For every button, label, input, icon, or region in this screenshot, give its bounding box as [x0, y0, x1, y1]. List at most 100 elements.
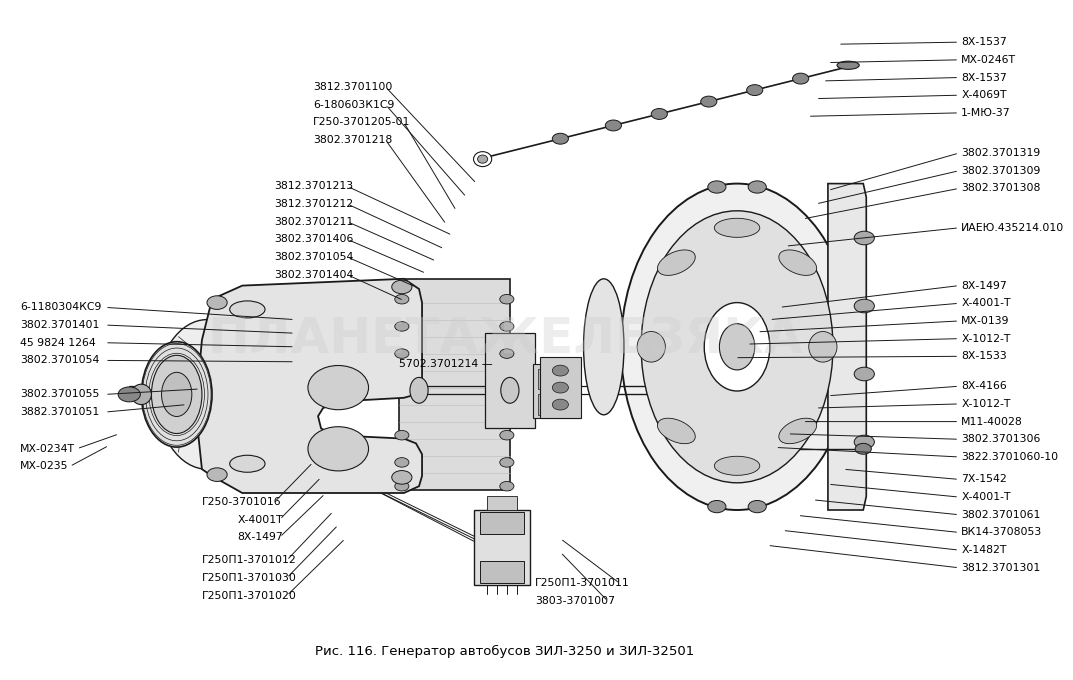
Ellipse shape — [162, 373, 192, 416]
Text: МХ-0235: МХ-0235 — [20, 462, 69, 471]
Circle shape — [500, 458, 514, 467]
Polygon shape — [399, 279, 510, 490]
Text: 3802.3701319: 3802.3701319 — [961, 148, 1041, 158]
Circle shape — [708, 500, 726, 513]
Bar — [487, 496, 517, 510]
Bar — [473, 510, 530, 585]
Ellipse shape — [658, 418, 695, 443]
Ellipse shape — [410, 377, 428, 403]
Ellipse shape — [715, 456, 760, 475]
Text: 45 9824 1264: 45 9824 1264 — [20, 338, 95, 347]
Ellipse shape — [621, 184, 853, 510]
Ellipse shape — [837, 61, 859, 69]
Text: ИАЕЮ.435214.010: ИАЕЮ.435214.010 — [961, 223, 1064, 233]
Text: МХ-0246Т: МХ-0246Т — [961, 55, 1016, 65]
Bar — [480, 561, 524, 583]
Circle shape — [392, 471, 412, 484]
Text: 6-1180304КС9: 6-1180304КС9 — [20, 303, 102, 312]
Text: 3822.3701060-10: 3822.3701060-10 — [961, 452, 1058, 462]
Text: 3803-3701007: 3803-3701007 — [535, 596, 615, 606]
Ellipse shape — [151, 355, 202, 434]
Text: 7Х-1542: 7Х-1542 — [961, 475, 1006, 484]
Circle shape — [392, 280, 412, 294]
Bar — [539, 394, 573, 415]
Text: Г250П1-3701030: Г250П1-3701030 — [202, 573, 297, 583]
Text: 3802.3701211: 3802.3701211 — [275, 217, 354, 226]
Circle shape — [793, 73, 809, 84]
Circle shape — [118, 387, 141, 402]
Circle shape — [553, 365, 569, 376]
Text: М11-40028: М11-40028 — [961, 417, 1023, 426]
Circle shape — [500, 481, 514, 491]
Text: Г250П1-3701011: Г250П1-3701011 — [535, 579, 630, 588]
Text: 8Х-4166: 8Х-4166 — [961, 381, 1006, 391]
Ellipse shape — [584, 279, 624, 415]
Text: 3802.3701309: 3802.3701309 — [961, 166, 1041, 175]
Text: 3882.3701051: 3882.3701051 — [20, 407, 100, 417]
Text: 8Х-1537: 8Х-1537 — [961, 37, 1006, 47]
Text: 5702.3701214 —: 5702.3701214 — — [399, 360, 493, 369]
Text: Х-4069Т: Х-4069Т — [961, 90, 1006, 100]
Circle shape — [854, 435, 874, 449]
Text: Х-1012-Т: Х-1012-Т — [961, 334, 1011, 343]
Text: 1-МЮ-37: 1-МЮ-37 — [961, 108, 1011, 118]
Circle shape — [500, 322, 514, 331]
Circle shape — [207, 296, 227, 309]
Polygon shape — [828, 184, 866, 510]
Polygon shape — [196, 279, 422, 493]
Circle shape — [854, 231, 874, 245]
Circle shape — [207, 468, 227, 481]
Ellipse shape — [230, 301, 265, 318]
Ellipse shape — [230, 456, 265, 472]
Ellipse shape — [642, 211, 833, 483]
Bar — [485, 333, 535, 428]
Circle shape — [500, 349, 514, 358]
Circle shape — [747, 84, 763, 96]
Text: МХ-0234Т: МХ-0234Т — [20, 444, 75, 454]
Ellipse shape — [308, 366, 368, 409]
Text: 3802.3701308: 3802.3701308 — [961, 184, 1041, 193]
Ellipse shape — [704, 303, 769, 391]
Circle shape — [395, 322, 409, 331]
Text: Рис. 116. Генератор автобусов ЗИЛ-3250 и ЗИЛ-32501: Рис. 116. Генератор автобусов ЗИЛ-3250 и… — [315, 645, 694, 658]
Ellipse shape — [779, 418, 817, 443]
Ellipse shape — [142, 342, 212, 447]
Circle shape — [748, 500, 766, 513]
Circle shape — [553, 382, 569, 393]
Circle shape — [395, 294, 409, 304]
Circle shape — [854, 367, 874, 381]
Circle shape — [553, 133, 569, 144]
Circle shape — [651, 109, 667, 120]
Text: Г250П1-3701020: Г250П1-3701020 — [202, 591, 297, 600]
Text: 3802.3701054: 3802.3701054 — [275, 252, 354, 262]
Text: 3812.3701213: 3812.3701213 — [275, 182, 354, 191]
Text: 8Х-1497: 8Х-1497 — [961, 281, 1006, 290]
Bar — [533, 364, 578, 418]
Text: Г250-3701016: Г250-3701016 — [202, 497, 281, 507]
Text: 3802.3701055: 3802.3701055 — [20, 390, 100, 399]
Ellipse shape — [131, 384, 151, 405]
Circle shape — [395, 349, 409, 358]
Circle shape — [395, 430, 409, 440]
Circle shape — [855, 443, 871, 454]
Text: 6-180603К1С9: 6-180603К1С9 — [313, 100, 395, 109]
Text: 8Х-1533: 8Х-1533 — [961, 352, 1006, 361]
Text: 3802.3701406: 3802.3701406 — [275, 235, 354, 244]
Circle shape — [500, 294, 514, 304]
Text: Г250П1-3701012: Г250П1-3701012 — [202, 556, 296, 565]
Text: 3812.3701100: 3812.3701100 — [313, 82, 393, 92]
Text: Х-1012-Т: Х-1012-Т — [961, 399, 1011, 409]
Text: ВК14-3708053: ВК14-3708053 — [961, 528, 1043, 537]
Circle shape — [854, 299, 874, 313]
Text: 8Х-1497: 8Х-1497 — [237, 532, 283, 542]
Text: 3802.3701218: 3802.3701218 — [313, 135, 393, 145]
Ellipse shape — [473, 152, 491, 167]
Text: 3812.3701301: 3812.3701301 — [961, 563, 1041, 573]
Ellipse shape — [779, 250, 817, 275]
Bar — [480, 512, 524, 534]
Circle shape — [500, 430, 514, 440]
Ellipse shape — [637, 332, 665, 362]
Ellipse shape — [719, 324, 754, 370]
Text: 8Х-1537: 8Х-1537 — [961, 73, 1006, 82]
Text: 3802.3701401: 3802.3701401 — [20, 320, 100, 330]
